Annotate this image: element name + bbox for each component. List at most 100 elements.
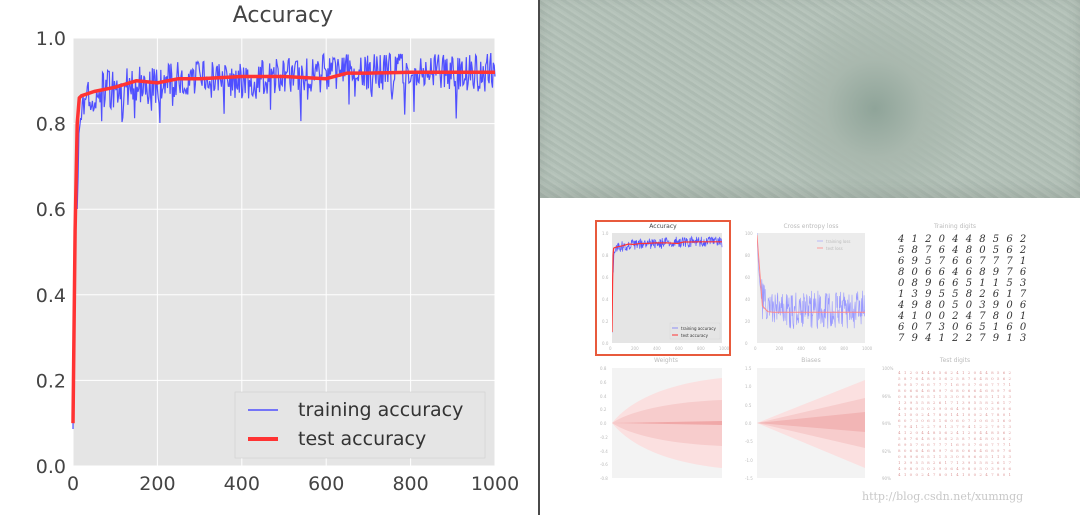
digit-row: 8 0 6 6 4 6 8 9 7 6 <box>898 267 1029 278</box>
thumbnail-tick-label: 1.0 <box>745 384 752 390</box>
thumbnail-tick-label: 400 <box>797 346 805 351</box>
digit-row: 4 1 0 0 2 4 7 8 0 1 <box>898 311 1029 322</box>
y-tick-label: 0.2 <box>36 370 66 392</box>
thumbnail-tick-label: 0 <box>754 346 757 351</box>
mini-training-line <box>612 235 723 333</box>
test-digit-row: 4 1 2 0 4 4 8 5 6 2 4 1 2 0 4 4 8 5 6 2 <box>898 430 1013 435</box>
digit-row: 1 3 9 5 5 8 2 6 1 7 <box>898 289 1029 300</box>
thumbnail-tick-label: 100% <box>882 366 894 371</box>
digit-row: 6 9 5 7 6 6 7 7 7 1 <box>898 256 1029 267</box>
thumbnail-tick-label: 0.5 <box>745 402 752 408</box>
thumbnail-tick-label: -0.5 <box>745 439 753 445</box>
digit-row: 0 8 9 6 6 5 1 1 5 3 <box>898 278 1029 289</box>
thumbnail-tick-label: 100 <box>745 231 753 236</box>
test-digit-row: 5 8 7 6 4 8 0 5 6 2 5 8 7 6 4 8 0 5 6 2 <box>898 376 1013 381</box>
mini-loss-test-line <box>757 235 865 313</box>
legend-box <box>234 391 486 459</box>
y-tick-label: 0.8 <box>36 114 66 136</box>
mini-loss-training-line <box>757 233 865 329</box>
thumbnail-tick-label: -0.2 <box>600 434 608 440</box>
digit-row: 7 9 4 1 2 2 7 9 1 3 <box>898 333 1029 344</box>
accuracy-thumbnail-chart: training accuracy test accuracy <box>612 233 723 343</box>
x-tick-label: 400 <box>224 473 260 495</box>
thumbnail-tick-label: 20 <box>745 319 751 324</box>
thumbnail-tick-label: 200 <box>631 346 639 351</box>
test-digit-row: 8 0 6 6 4 6 8 9 7 6 8 0 6 6 4 6 8 9 7 6 <box>898 388 1013 393</box>
test-digit-row: 1 3 9 5 5 8 2 6 1 7 1 3 9 5 5 8 2 6 1 7 <box>898 400 1013 405</box>
thumbnail-tick-label: 1.0 <box>602 231 609 236</box>
thumbnail-tick-label: 92% <box>882 448 891 454</box>
thumbnail-tick-label: 0.0 <box>600 421 607 426</box>
digit-row: 4 1 2 0 4 4 8 5 6 2 <box>898 234 1029 245</box>
thumbnail-tick-label: 0.2 <box>600 407 607 413</box>
test-digit-row: 6 9 5 7 6 6 7 7 7 1 6 9 5 7 6 6 7 7 7 1 <box>898 442 1013 447</box>
watermark-url: http://blog.csdn.net/xummgg <box>862 490 1024 503</box>
mini-legend-train: training accuracy <box>681 326 716 331</box>
mini-test-line <box>612 241 722 333</box>
thumbnail-tick-label: 200 <box>775 346 784 351</box>
test-digit-row: 4 9 8 0 5 0 3 9 0 6 4 9 8 0 5 0 3 9 0 6 <box>898 406 1013 411</box>
series-line-test-accuracy <box>71 70 495 424</box>
weights-thumbnail-chart <box>612 378 722 468</box>
test-digit-row: 7 9 4 1 2 2 7 9 1 3 7 9 4 1 2 2 7 9 1 3 <box>898 424 1013 429</box>
thumbnail-tick-label: 1000 <box>862 346 873 351</box>
thumbnail-tick-label: 800 <box>840 346 849 351</box>
thumbnail-tick-label: 800 <box>697 346 705 351</box>
thumbnail-tick-label: -0.4 <box>600 448 608 454</box>
test-digit-row: 0 8 9 6 6 5 1 1 5 3 0 8 9 6 6 5 1 1 5 3 <box>898 454 1013 459</box>
thumbnail-tick-label: 96% <box>882 393 891 399</box>
thumbnail-tick-label: 400 <box>653 346 661 351</box>
thumbnail-tick-label: 80 <box>745 253 751 258</box>
x-tick-label: 200 <box>139 473 175 495</box>
legend-label-training: training accuracy <box>298 399 463 421</box>
thumbnail-tick-label: 0.4 <box>600 393 607 399</box>
thumbnail-tick-label: 1.5 <box>745 366 752 371</box>
digit-row: 5 8 7 6 4 8 0 5 6 2 <box>898 245 1029 256</box>
thumbnail-tick-label: 0.0 <box>745 421 752 426</box>
chart-title: Accuracy <box>233 3 333 28</box>
thumbnail-tick-label: 0 <box>745 341 748 346</box>
test-digit-row: 8 0 6 6 4 6 8 9 7 6 8 0 6 6 4 6 8 9 7 6 <box>898 448 1013 453</box>
weights-thumbnail-title: Weights <box>653 357 679 364</box>
thumbnail-tick-label: 0 <box>609 346 612 351</box>
tick-labels: 0 200 400 600 800 1000 0.0 0.2 0.4 0.6 0.8 1.0 <box>36 28 519 495</box>
panel-divider <box>538 0 540 515</box>
thumbnail-tick-label: 600 <box>818 346 827 351</box>
mini-legend-test: test accuracy <box>681 333 709 338</box>
thumbnail-tick-label: 40 <box>745 297 751 302</box>
thumbnail-dashboard: Accuracy training accuracy test accuracy… <box>540 198 1080 515</box>
test-digit-row: 5 8 7 6 4 8 0 5 6 2 5 8 7 6 4 8 0 5 6 2 <box>898 436 1013 441</box>
thumbnail-tick-label: -0.8 <box>600 476 608 481</box>
x-tick-label: 0 <box>67 473 79 495</box>
dashboard-screenshot-panel: Accuracy training accuracy test accuracy… <box>540 0 1080 515</box>
digit-row: 6 0 7 3 0 6 5 1 6 0 <box>898 322 1029 333</box>
thumbnail-tick-label: 60 <box>745 275 751 280</box>
thumbnail-tick-label: 0.0 <box>602 341 609 346</box>
thumbnail-tick-label: 0.8 <box>602 253 609 258</box>
test-digit-row: 4 9 8 0 5 0 3 9 0 6 4 9 8 0 5 0 3 9 0 6 <box>898 466 1013 471</box>
series-layer <box>71 52 496 430</box>
test-digit-row: 6 0 7 3 0 6 5 1 6 0 6 0 7 3 0 6 5 1 6 0 <box>898 418 1013 423</box>
x-tick-label: 600 <box>308 473 344 495</box>
legend-label-test: test accuracy <box>298 428 426 450</box>
y-tick-label: 0.0 <box>36 456 66 478</box>
biases-thumbnail-chart <box>757 380 865 468</box>
thumbnail-tick-label: 0.2 <box>602 319 609 324</box>
test-digit-row: 4 1 0 0 2 4 7 8 0 1 4 1 0 0 2 4 7 8 0 1 <box>898 412 1013 417</box>
thumbnail-tick-label: 0.6 <box>602 275 609 280</box>
loss-thumbnail-chart: training loss test loss <box>757 233 865 329</box>
thumbnail-tick-label: 1000 <box>719 346 730 351</box>
gridlines <box>72 37 496 467</box>
x-tick-label: 800 <box>392 473 428 495</box>
digit-row: 4 9 8 0 5 0 3 9 0 6 <box>898 300 1029 311</box>
thumbnail-tick-label: -0.6 <box>600 462 608 468</box>
training-digits-title: Training digits <box>933 223 976 230</box>
legend: training accuracy test accuracy <box>234 391 486 459</box>
y-tick-label: 1.0 <box>36 28 66 50</box>
loss-thumbnail-title: Cross entropy loss <box>783 223 839 230</box>
series-line-training-accuracy <box>72 52 496 430</box>
test-digits-title: Test digits <box>939 357 971 364</box>
y-tick-label: 0.4 <box>36 285 66 307</box>
